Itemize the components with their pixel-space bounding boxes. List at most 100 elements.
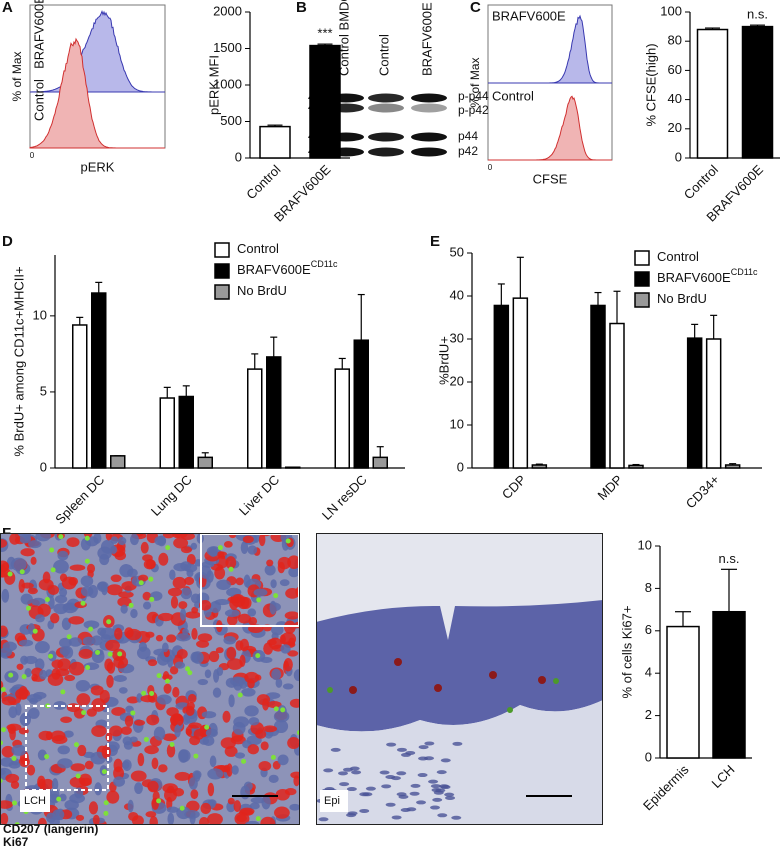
cell [209, 755, 217, 768]
cell [15, 688, 30, 700]
nucleus [396, 792, 407, 797]
cell [185, 611, 201, 619]
image-frame [0, 533, 300, 825]
cell [118, 591, 134, 599]
bar [686, 337, 703, 469]
ki67-dot [280, 707, 286, 713]
cell [184, 576, 195, 586]
y-tick-label: 8 [645, 580, 652, 595]
cell [37, 817, 47, 825]
cell [66, 703, 81, 713]
nucleus [365, 786, 376, 791]
y-tick-label: 0 [40, 459, 47, 474]
ki67-dot [270, 754, 276, 760]
cell [99, 553, 110, 566]
cell [120, 604, 128, 614]
legend-swatch [634, 250, 650, 266]
cell [158, 612, 174, 622]
cell [99, 627, 116, 640]
cell [289, 698, 300, 708]
x-tick-label: Control [681, 162, 721, 202]
nucleus [444, 792, 455, 797]
cell [127, 568, 138, 578]
cell [262, 725, 277, 733]
nucleus [424, 741, 435, 746]
bar [285, 466, 301, 469]
nucleus [396, 771, 407, 776]
y-tick-label: 50 [450, 244, 464, 259]
bar [512, 297, 529, 469]
cell [8, 706, 18, 719]
bar [724, 464, 741, 469]
x-tick-label: Epidermis [640, 762, 692, 814]
cell [53, 559, 69, 574]
bar [334, 368, 350, 469]
nucleus [445, 795, 456, 800]
nucleus [386, 742, 397, 747]
y-tick-label: 2000 [213, 3, 242, 18]
ki67-dot [50, 567, 56, 573]
cell [180, 587, 193, 600]
cell [158, 552, 169, 566]
cell [57, 550, 69, 561]
cell [91, 725, 107, 737]
bar [72, 324, 88, 469]
lane-label: BRAFV600E [419, 2, 434, 76]
cell [111, 707, 126, 716]
cell [262, 698, 269, 711]
cell [15, 702, 22, 716]
cell [59, 637, 72, 648]
y-axis-label: % of cells Ki67+ [619, 606, 634, 699]
cell [113, 776, 126, 787]
image-label: Epi [324, 795, 340, 807]
cell [200, 802, 212, 815]
cell [134, 719, 146, 726]
cell [226, 801, 236, 813]
nucleus [432, 797, 443, 802]
nucleus [436, 770, 447, 775]
cell [247, 545, 258, 555]
cell [205, 728, 218, 738]
cell [105, 533, 112, 541]
cell [293, 775, 300, 787]
nucleus [430, 784, 441, 789]
ki67-dot [143, 736, 149, 742]
cell [106, 790, 120, 804]
cell [192, 770, 202, 780]
ki67-dot [217, 545, 223, 551]
bar [531, 464, 548, 469]
bar [197, 456, 213, 469]
cell [232, 721, 246, 735]
cell [180, 546, 193, 554]
cell [94, 782, 102, 796]
epidermis [316, 600, 603, 732]
cell [110, 536, 119, 544]
cell [113, 758, 123, 773]
nucleus [338, 771, 349, 776]
cell [167, 785, 175, 794]
tick-label: 0 [30, 151, 35, 160]
nucleus [323, 768, 334, 773]
cell [162, 533, 175, 539]
cell [82, 636, 95, 646]
cell [123, 741, 133, 750]
y-axis-label: % BrdU+ among CD11c+MHCII+ [11, 266, 26, 456]
cell [273, 710, 290, 723]
ki67-dot [58, 534, 64, 540]
cell [233, 677, 243, 691]
y-tick-label: 2 [645, 707, 652, 722]
y-tick-label: 40 [450, 287, 464, 302]
y-tick-label: 10 [638, 537, 652, 552]
axis-label: pERK [81, 159, 115, 174]
ki67-dot [107, 651, 113, 657]
bar [696, 28, 729, 159]
cell [145, 811, 157, 818]
nucleus [391, 815, 402, 820]
cell [68, 661, 85, 676]
cell [128, 811, 139, 822]
cell [199, 599, 212, 611]
y-tick-label: 20 [668, 120, 682, 135]
cell [21, 582, 34, 589]
cell [268, 774, 279, 783]
cell [178, 749, 189, 763]
